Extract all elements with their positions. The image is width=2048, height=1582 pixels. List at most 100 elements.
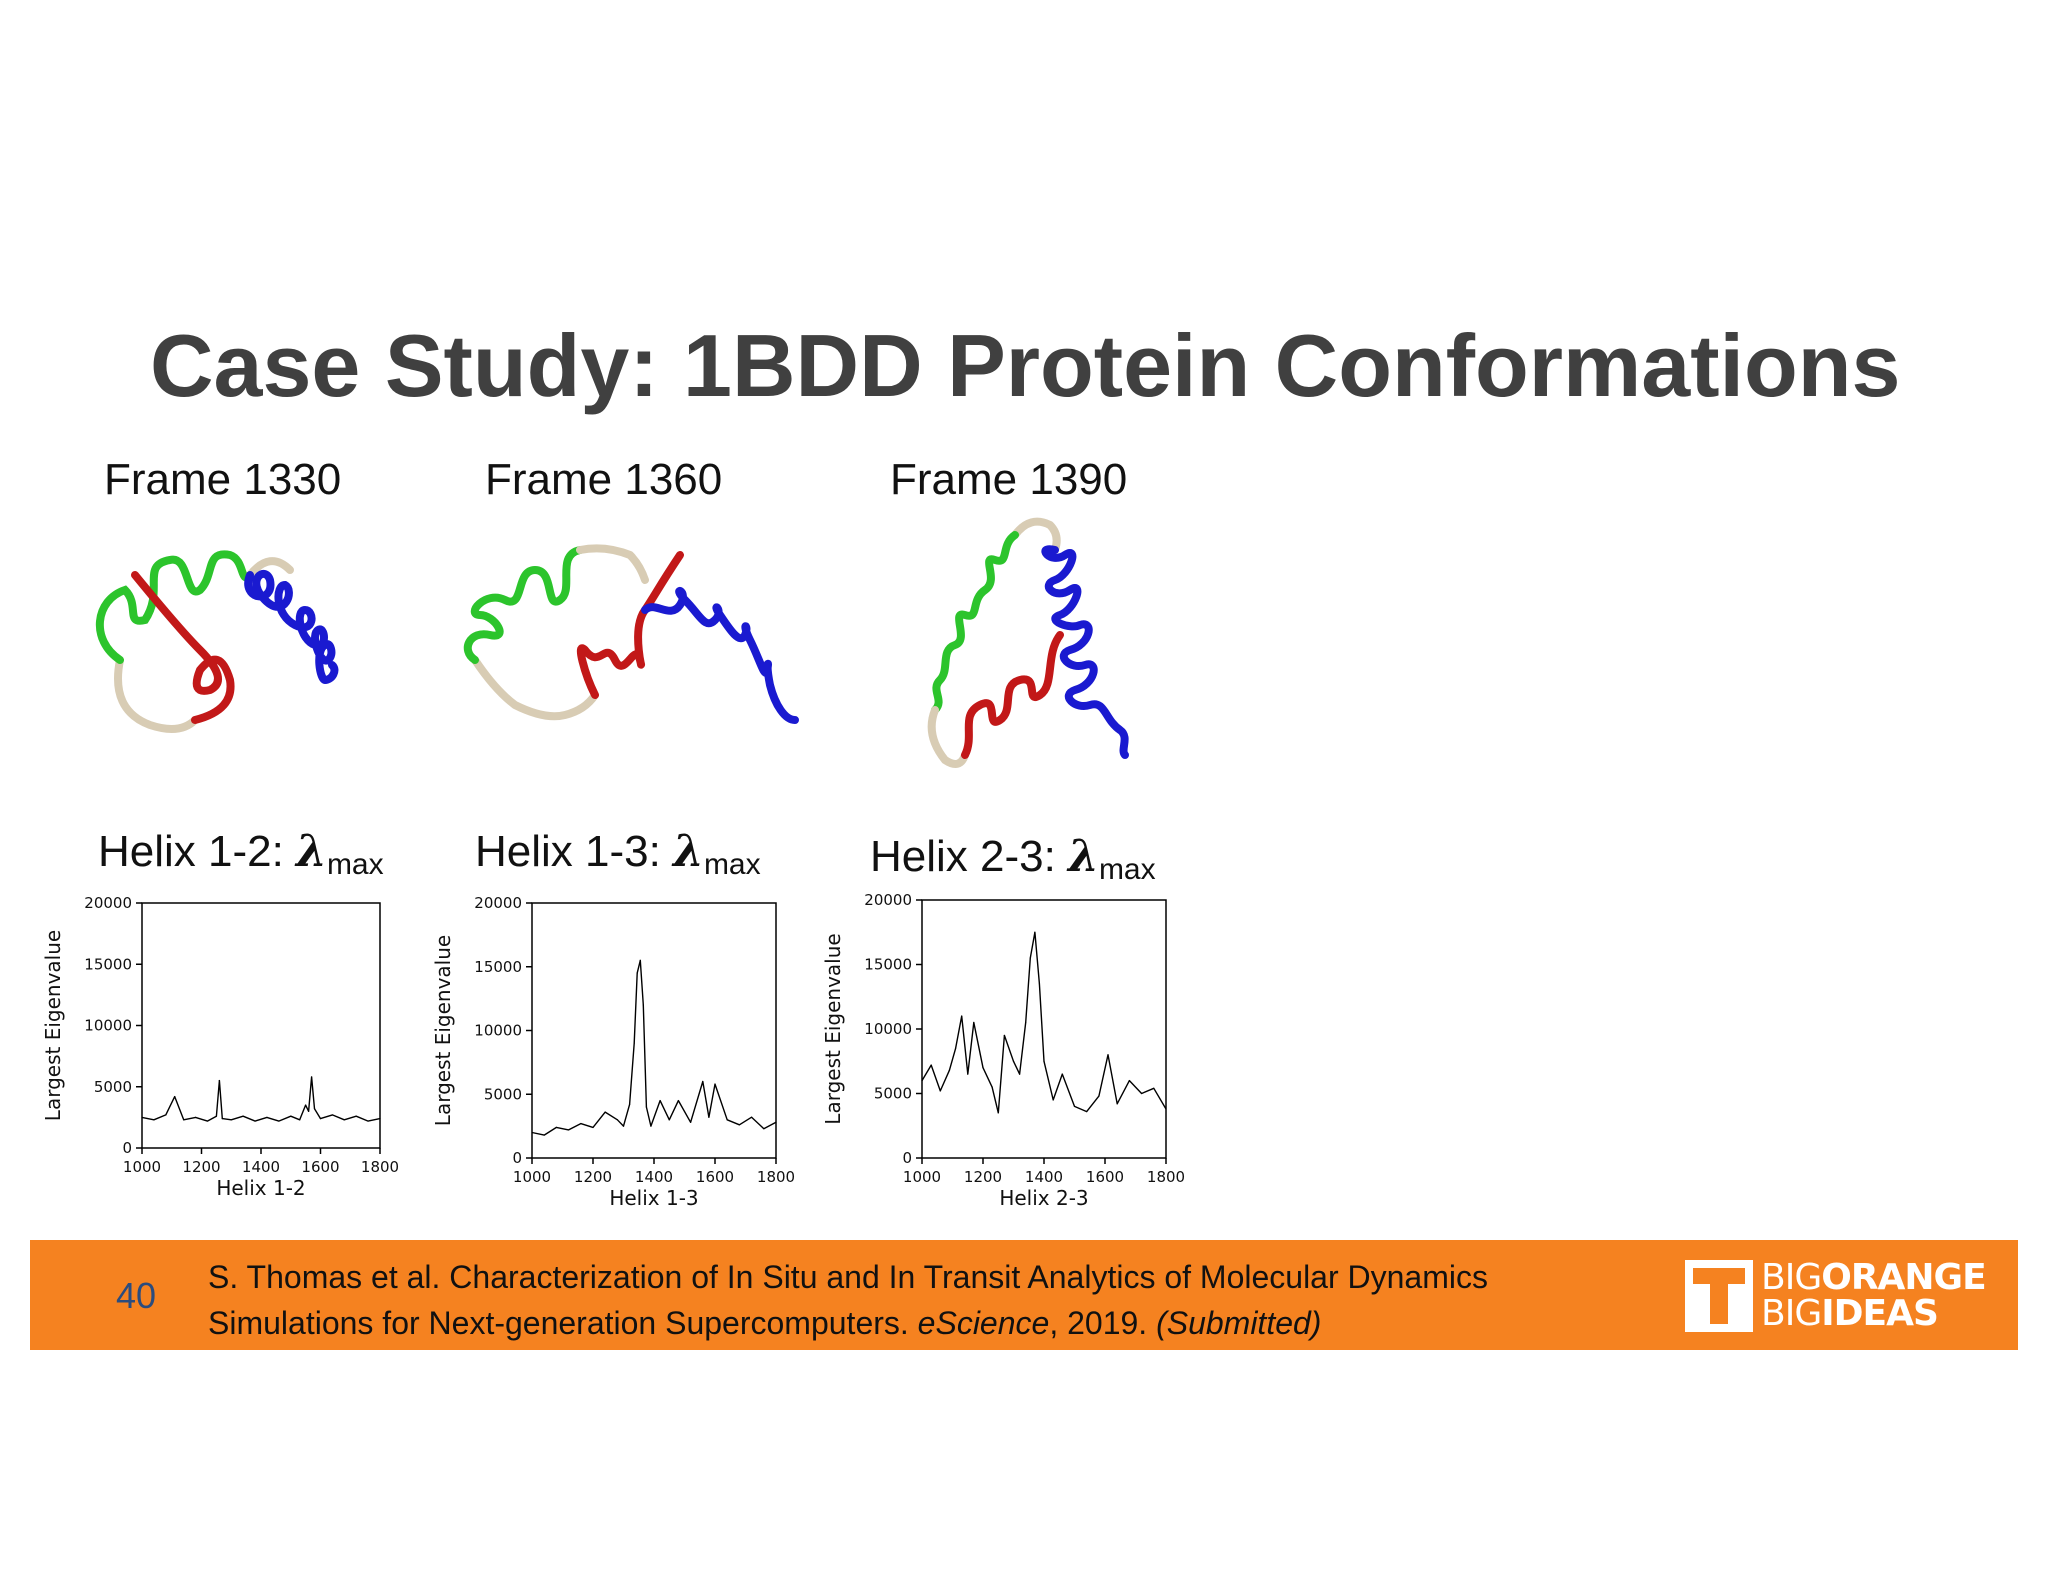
data-point — [531, 1131, 533, 1134]
data-point — [1107, 1054, 1109, 1056]
x-tick-label: 1600 — [1086, 1168, 1124, 1186]
data-point — [299, 1119, 301, 1121]
data-point — [592, 1126, 594, 1128]
data-point — [1019, 1073, 1021, 1075]
data-point — [1038, 983, 1041, 985]
y-tick-label: 10000 — [84, 1017, 132, 1035]
loop-segment-top — [246, 557, 294, 579]
x-tick-label: 1800 — [757, 1168, 795, 1186]
data-point — [991, 1086, 993, 1088]
helix-label-prefix: Helix 1-3: — [475, 827, 674, 876]
citation-title-end: Simulations for Next-generation Supercom… — [208, 1305, 918, 1341]
citation-journal: eScience — [917, 1305, 1050, 1341]
citation-status: (Submitted) — [1156, 1305, 1322, 1341]
data-point — [543, 1134, 545, 1136]
x-tick-label: 1600 — [301, 1158, 339, 1176]
y-tick-label: 15000 — [84, 955, 132, 973]
chart-helix-1-2: 0 5000 10000 15000 20000 1000 1200 1400 1600 1800… — [41, 894, 399, 1200]
plot-frame — [141, 902, 381, 1149]
x-tick-label: 1400 — [1025, 1168, 1063, 1186]
x-tick-label: 1000 — [903, 1168, 941, 1186]
x-tick-label: 1000 — [513, 1168, 551, 1186]
loop-segment — [927, 706, 969, 768]
loop-segment — [114, 656, 199, 733]
data-point — [580, 1122, 582, 1125]
big-orange-big-ideas-logo: BIGORANGE BIGIDEAS — [1685, 1260, 2003, 1332]
helix-2-segment — [961, 631, 1064, 759]
data-point — [1098, 1095, 1100, 1097]
y-tick-label: 10000 — [864, 1020, 912, 1038]
data-point — [642, 1004, 644, 1006]
data-point — [616, 1119, 618, 1121]
plot-frame — [531, 902, 777, 1159]
data-point — [141, 1116, 143, 1118]
data-point — [242, 1115, 244, 1117]
data-point — [1003, 1034, 1005, 1037]
data-point — [290, 1115, 292, 1117]
data-point — [1141, 1092, 1143, 1095]
data-point — [1034, 931, 1036, 933]
y-tick-label: 20000 — [84, 894, 132, 912]
data-point — [215, 1115, 217, 1117]
data-point — [310, 1076, 313, 1078]
protein-structure-frame-1390 — [927, 517, 1129, 768]
helix-label-prefix: Helix 1-2: — [98, 827, 297, 876]
data-point — [1128, 1080, 1130, 1082]
y-tick-label: 10000 — [474, 1022, 522, 1040]
y-tick-label: 0 — [512, 1149, 522, 1167]
data-point — [1116, 1103, 1118, 1105]
data-point — [1052, 1099, 1054, 1101]
data-point — [622, 1125, 625, 1127]
y-tick-label: 20000 — [864, 891, 912, 909]
helix-1-segment — [95, 550, 254, 664]
data-point — [1025, 1021, 1027, 1024]
data-point — [690, 1121, 692, 1123]
helix-2-segment — [576, 551, 684, 699]
data-point — [319, 1118, 322, 1120]
data-point — [313, 1108, 316, 1110]
lambda-subscript: max — [703, 848, 761, 881]
data-point — [305, 1104, 307, 1106]
helix-label-1-2: Helix 1-2: λmax — [98, 830, 384, 880]
y-axis-label: Largest Eigenvalue — [821, 933, 845, 1124]
y-tick-label: 15000 — [474, 958, 522, 976]
x-tick-label: 1200 — [574, 1168, 612, 1186]
y-tick-label: 5000 — [484, 1085, 522, 1103]
y-axis-label: Largest Eigenvalue — [431, 935, 455, 1126]
helix-3-segment — [641, 587, 799, 724]
data-point — [1073, 1105, 1076, 1107]
data-point — [230, 1119, 232, 1121]
data-point — [763, 1128, 765, 1130]
helix-3-segment — [1041, 545, 1129, 759]
x-tick-label: 1000 — [123, 1158, 161, 1176]
data-point — [194, 1116, 197, 1118]
data-point — [997, 1112, 999, 1114]
data-point — [331, 1114, 333, 1116]
data-point — [961, 1015, 963, 1017]
protein-structure-frame-1330 — [95, 550, 339, 733]
data-point — [677, 1100, 679, 1102]
series-line — [531, 959, 777, 1136]
lambda-symbol: λ — [296, 826, 327, 877]
helix-2-segment — [131, 571, 235, 724]
logo-line-1: BIGORANGE — [1761, 1257, 1987, 1298]
chart-helix-2-3: 0 5000 10000 15000 20000 1000 1200 1400 1600 1800… — [821, 891, 1185, 1210]
data-point — [308, 1110, 310, 1112]
y-tick-label: 0 — [902, 1149, 912, 1167]
slide-title: Case Study: 1BDD Protein Conformations — [150, 316, 1901, 415]
data-point — [775, 1121, 777, 1123]
series-line — [921, 931, 1167, 1114]
frame-label-1330: Frame 1330 — [104, 455, 342, 504]
y-tick-label: 20000 — [474, 894, 522, 912]
helix-1-segment — [931, 531, 1019, 714]
citation-line-1: S. Thomas et al. Characterization of In … — [208, 1259, 1488, 1295]
data-point — [153, 1119, 155, 1121]
data-point — [218, 1080, 220, 1082]
citation: S. Thomas et al. Characterization of In … — [208, 1254, 1488, 1346]
data-point — [1165, 1108, 1167, 1110]
x-tick-label: 1200 — [182, 1158, 220, 1176]
data-point — [650, 1125, 652, 1127]
data-point — [604, 1111, 606, 1113]
data-point — [629, 1103, 631, 1106]
footer-bar: 40 S. Thomas et al. Characterization of … — [30, 1240, 2018, 1350]
